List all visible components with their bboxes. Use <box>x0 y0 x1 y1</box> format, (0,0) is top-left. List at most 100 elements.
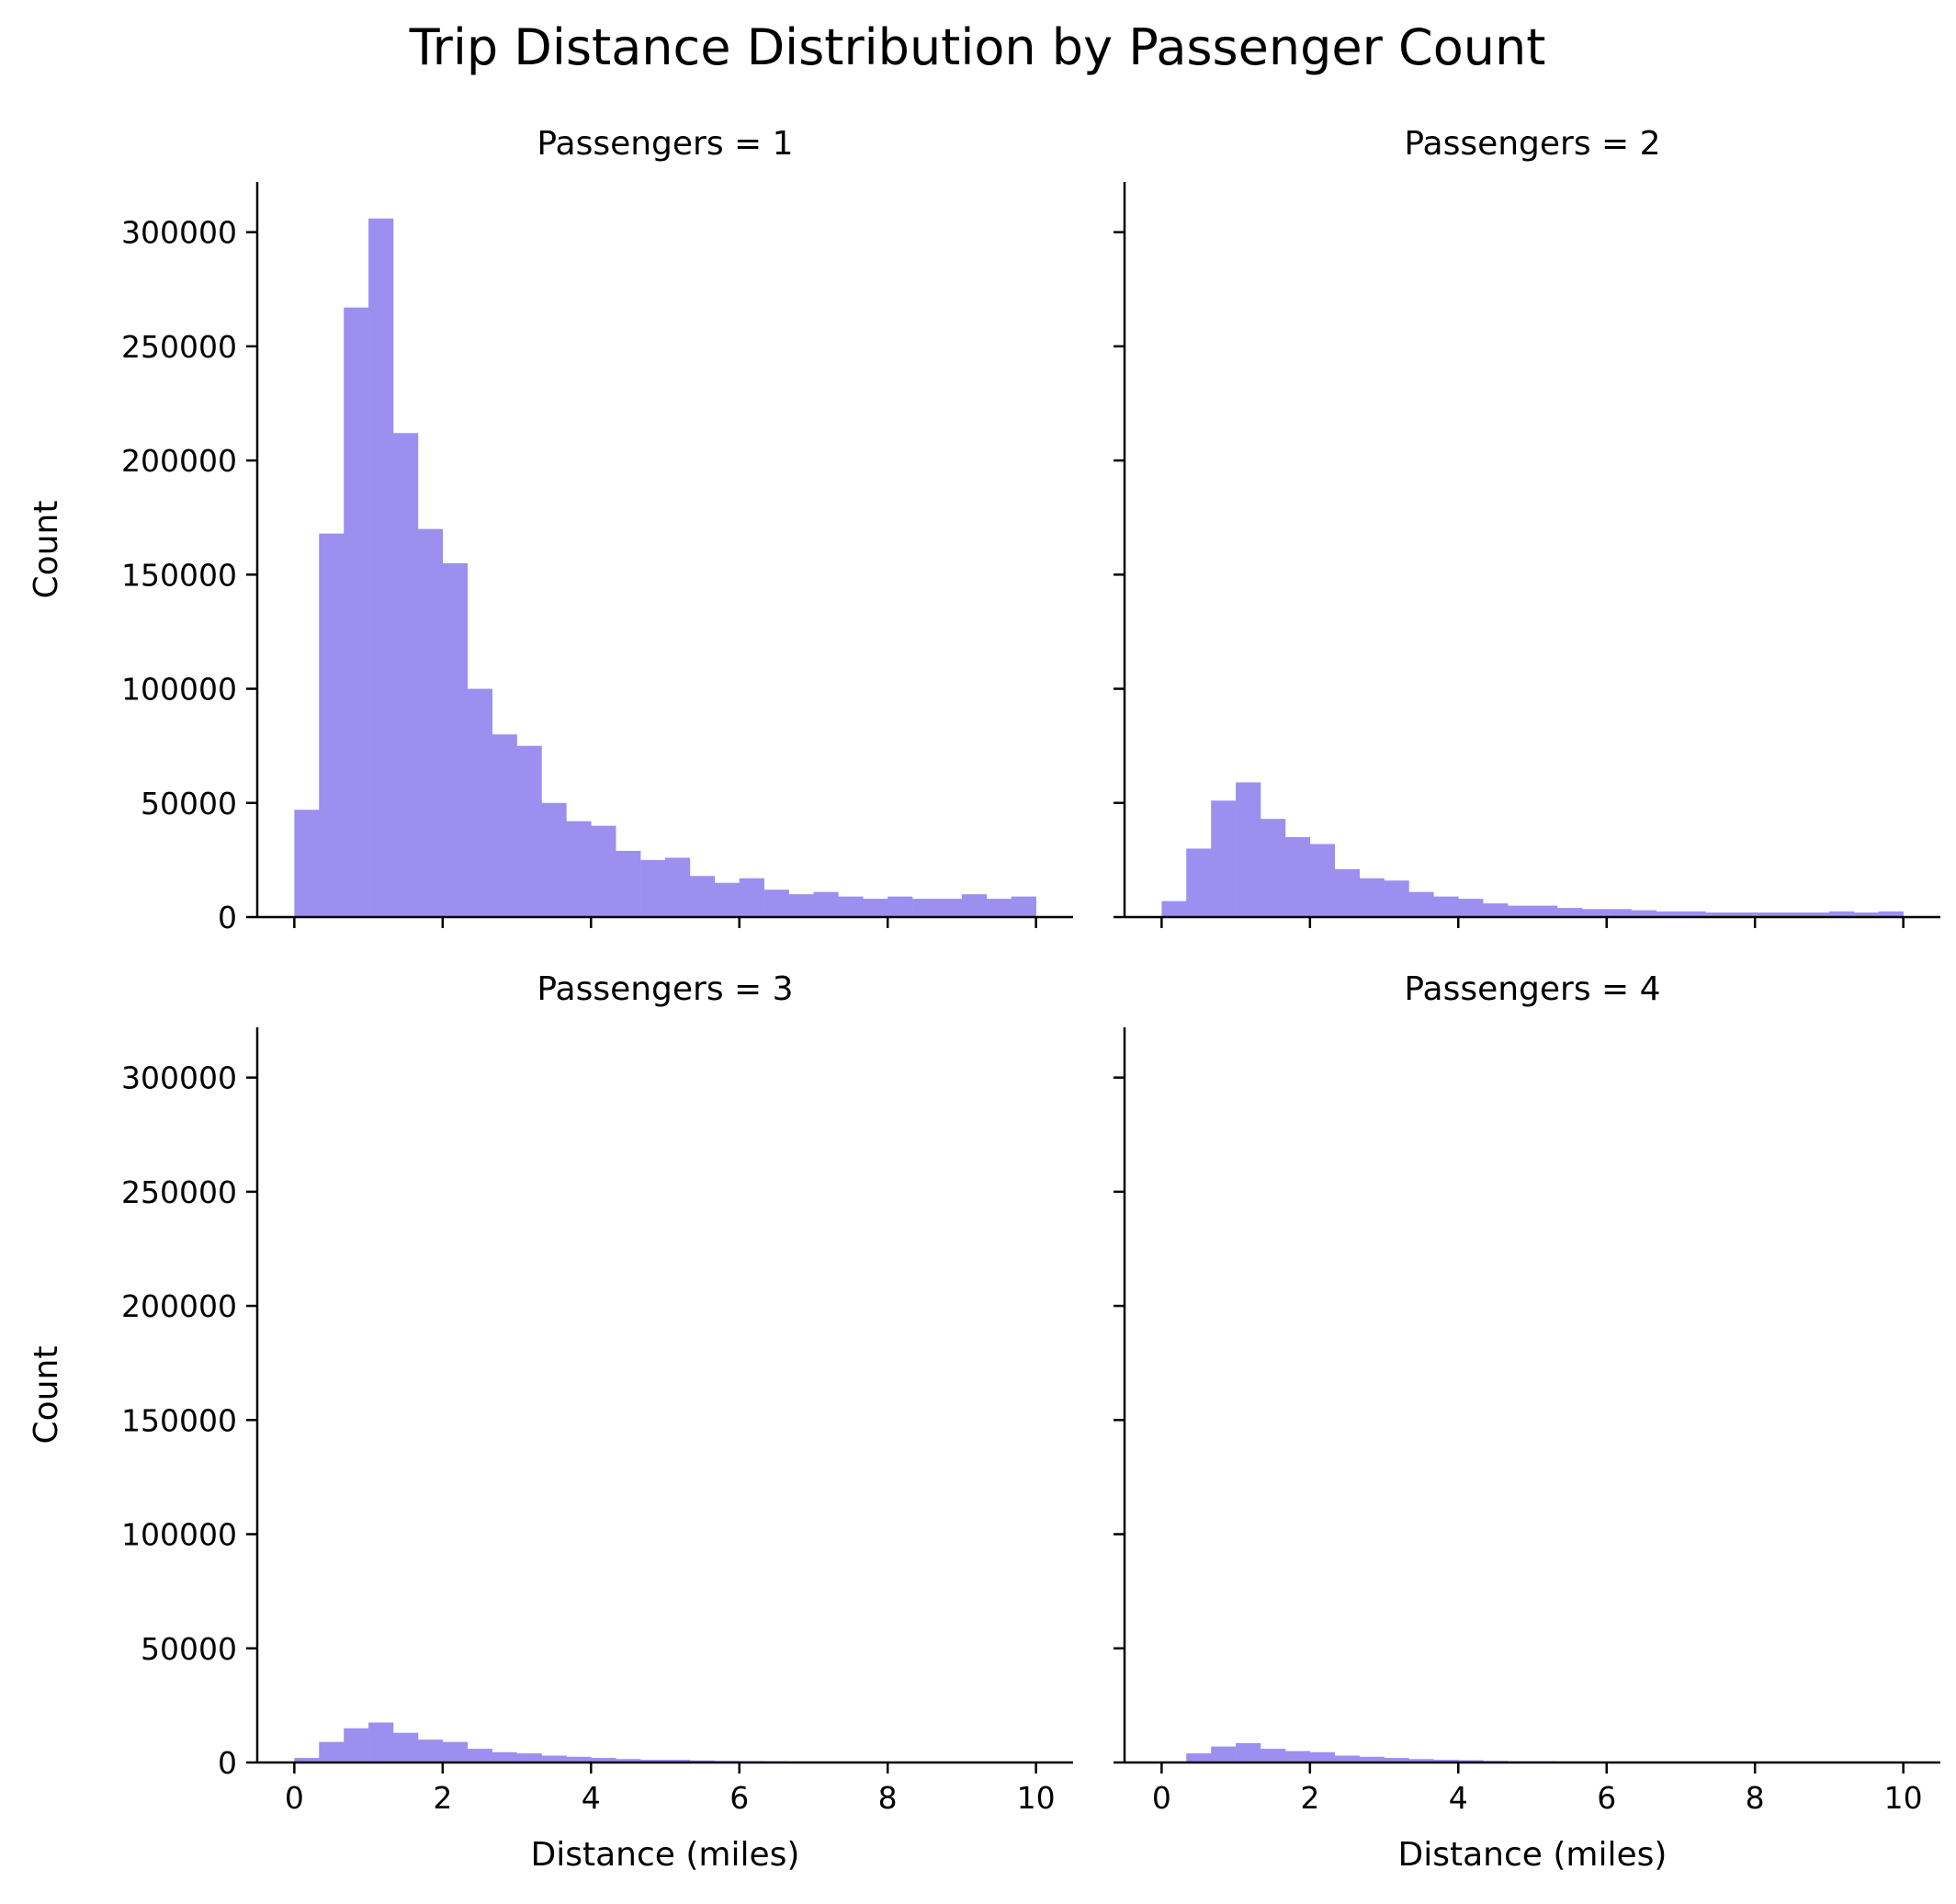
histogram-bar <box>1236 1742 1261 1762</box>
y-tick-label: 300000 <box>121 1060 237 1096</box>
histogram-bar <box>541 1755 567 1762</box>
y-axis-label: Count <box>28 501 65 599</box>
facet-panel-2: Passengers = 2 <box>1114 125 1940 928</box>
histogram-bar <box>1260 1749 1286 1762</box>
histogram-bar <box>1359 1756 1385 1762</box>
y-tick-label: 300000 <box>121 215 237 251</box>
histogram-bar <box>1186 1753 1212 1762</box>
histogram-bar <box>912 899 938 917</box>
histogram-bar <box>516 1753 542 1762</box>
histogram-bar <box>665 857 691 917</box>
y-axis-label: Count <box>28 1346 65 1445</box>
y-tick-label: 100000 <box>121 672 237 708</box>
figure-title: Trip Distance Distribution by Passenger … <box>409 18 1546 76</box>
x-tick-label: 4 <box>1449 1780 1468 1816</box>
histogram-bar <box>368 218 394 917</box>
histogram-bar <box>1631 910 1656 917</box>
histogram-bar <box>591 825 616 917</box>
x-tick-label: 8 <box>1746 1780 1765 1816</box>
histogram-bar <box>344 307 369 917</box>
histogram-bar <box>739 878 764 917</box>
histogram-bar <box>1680 911 1706 917</box>
x-tick-label: 4 <box>582 1780 601 1816</box>
histogram-bar <box>1878 911 1904 917</box>
facet-panel-4: Passengers = 4 0 2 4 6 8 10 Distance (miles) <box>1114 970 1940 1874</box>
histogram-bar <box>1384 880 1409 917</box>
x-tick-label: 6 <box>1597 1780 1616 1816</box>
histogram-bar <box>616 1759 641 1762</box>
histogram-bar <box>1433 1760 1459 1762</box>
histogram-bar <box>763 890 789 917</box>
histogram-bar <box>1780 912 1805 917</box>
histogram-bar <box>1161 901 1187 917</box>
histogram-bar <box>344 1728 369 1762</box>
y-tick-label: 0 <box>218 1745 237 1781</box>
y-tick-label: 150000 <box>121 557 237 593</box>
x-tick-label: 2 <box>433 1780 452 1816</box>
histogram-bar <box>1334 1755 1360 1762</box>
x-axis-label: Distance (miles) <box>1398 1836 1668 1874</box>
panel-title: Passengers = 1 <box>537 125 793 163</box>
panel-title: Passengers = 2 <box>1404 125 1660 163</box>
x-tick-label: 10 <box>1017 1780 1056 1816</box>
histogram-bar <box>1236 782 1261 917</box>
histogram-bar <box>1458 899 1484 917</box>
histogram-bar <box>442 562 469 917</box>
histogram-bar <box>1433 896 1459 917</box>
histogram-bar <box>1309 844 1336 917</box>
histogram-bar <box>813 891 839 917</box>
histogram-bar <box>1384 1758 1409 1762</box>
histogram-bar <box>392 433 419 917</box>
histogram-bar <box>863 899 888 917</box>
histogram-bar <box>1284 1751 1311 1762</box>
y-tick-label: 200000 <box>121 1288 237 1324</box>
histogram-bar <box>1656 911 1681 917</box>
histogram-bar <box>689 876 716 917</box>
histogram-bar <box>788 894 814 917</box>
histogram-bar <box>417 528 444 917</box>
histogram-bar <box>665 1760 691 1762</box>
x-tick-label: 0 <box>1152 1780 1171 1816</box>
histogram-bar <box>1186 848 1212 917</box>
panel-title: Passengers = 3 <box>537 970 793 1008</box>
y-tick-label: 200000 <box>121 443 237 479</box>
x-tick-label: 8 <box>878 1780 898 1816</box>
histogram-bar <box>1508 905 1533 917</box>
x-tick-label: 10 <box>1884 1780 1923 1816</box>
histogram-bar <box>616 850 641 917</box>
histogram-bar <box>1705 912 1731 917</box>
histogram-bar <box>1581 909 1608 917</box>
y-tick-label: 0 <box>218 900 237 935</box>
histogram-bar <box>294 810 320 917</box>
x-tick-label: 2 <box>1300 1780 1319 1816</box>
histogram-bar <box>1408 891 1434 917</box>
histogram-bar <box>541 802 567 917</box>
histogram-bar <box>319 1741 345 1762</box>
histogram-bar <box>566 821 592 917</box>
histogram-bar <box>888 896 913 917</box>
facet-panel-1: Passengers = 1 0 50000 100000 150000 200000 25… <box>28 125 1073 935</box>
histogram-bar <box>1334 868 1360 917</box>
histogram-bar <box>1408 1759 1434 1762</box>
histogram-bar <box>838 896 864 917</box>
histogram-bar <box>1260 819 1286 917</box>
y-tick-label: 250000 <box>121 1174 237 1210</box>
y-tick-label: 50000 <box>141 1631 237 1667</box>
histogram-bar <box>1532 905 1558 917</box>
histogram-bar <box>640 859 666 917</box>
histogram-bar <box>961 894 988 917</box>
histogram-bar <box>566 1756 592 1762</box>
histogram-bar <box>368 1722 394 1762</box>
y-tick-label: 50000 <box>141 786 237 822</box>
histogram-bar <box>516 745 542 917</box>
histogram-bar <box>1483 903 1509 917</box>
histogram-bar <box>442 1741 469 1762</box>
histogram-bar <box>1828 911 1855 917</box>
histogram-bar <box>467 1749 492 1762</box>
histogram-bar <box>1853 912 1880 917</box>
panel-title: Passengers = 4 <box>1404 970 1660 1008</box>
histogram-bar <box>1359 878 1385 917</box>
histogram-bar <box>1211 800 1237 917</box>
y-tick-label: 100000 <box>121 1517 237 1553</box>
